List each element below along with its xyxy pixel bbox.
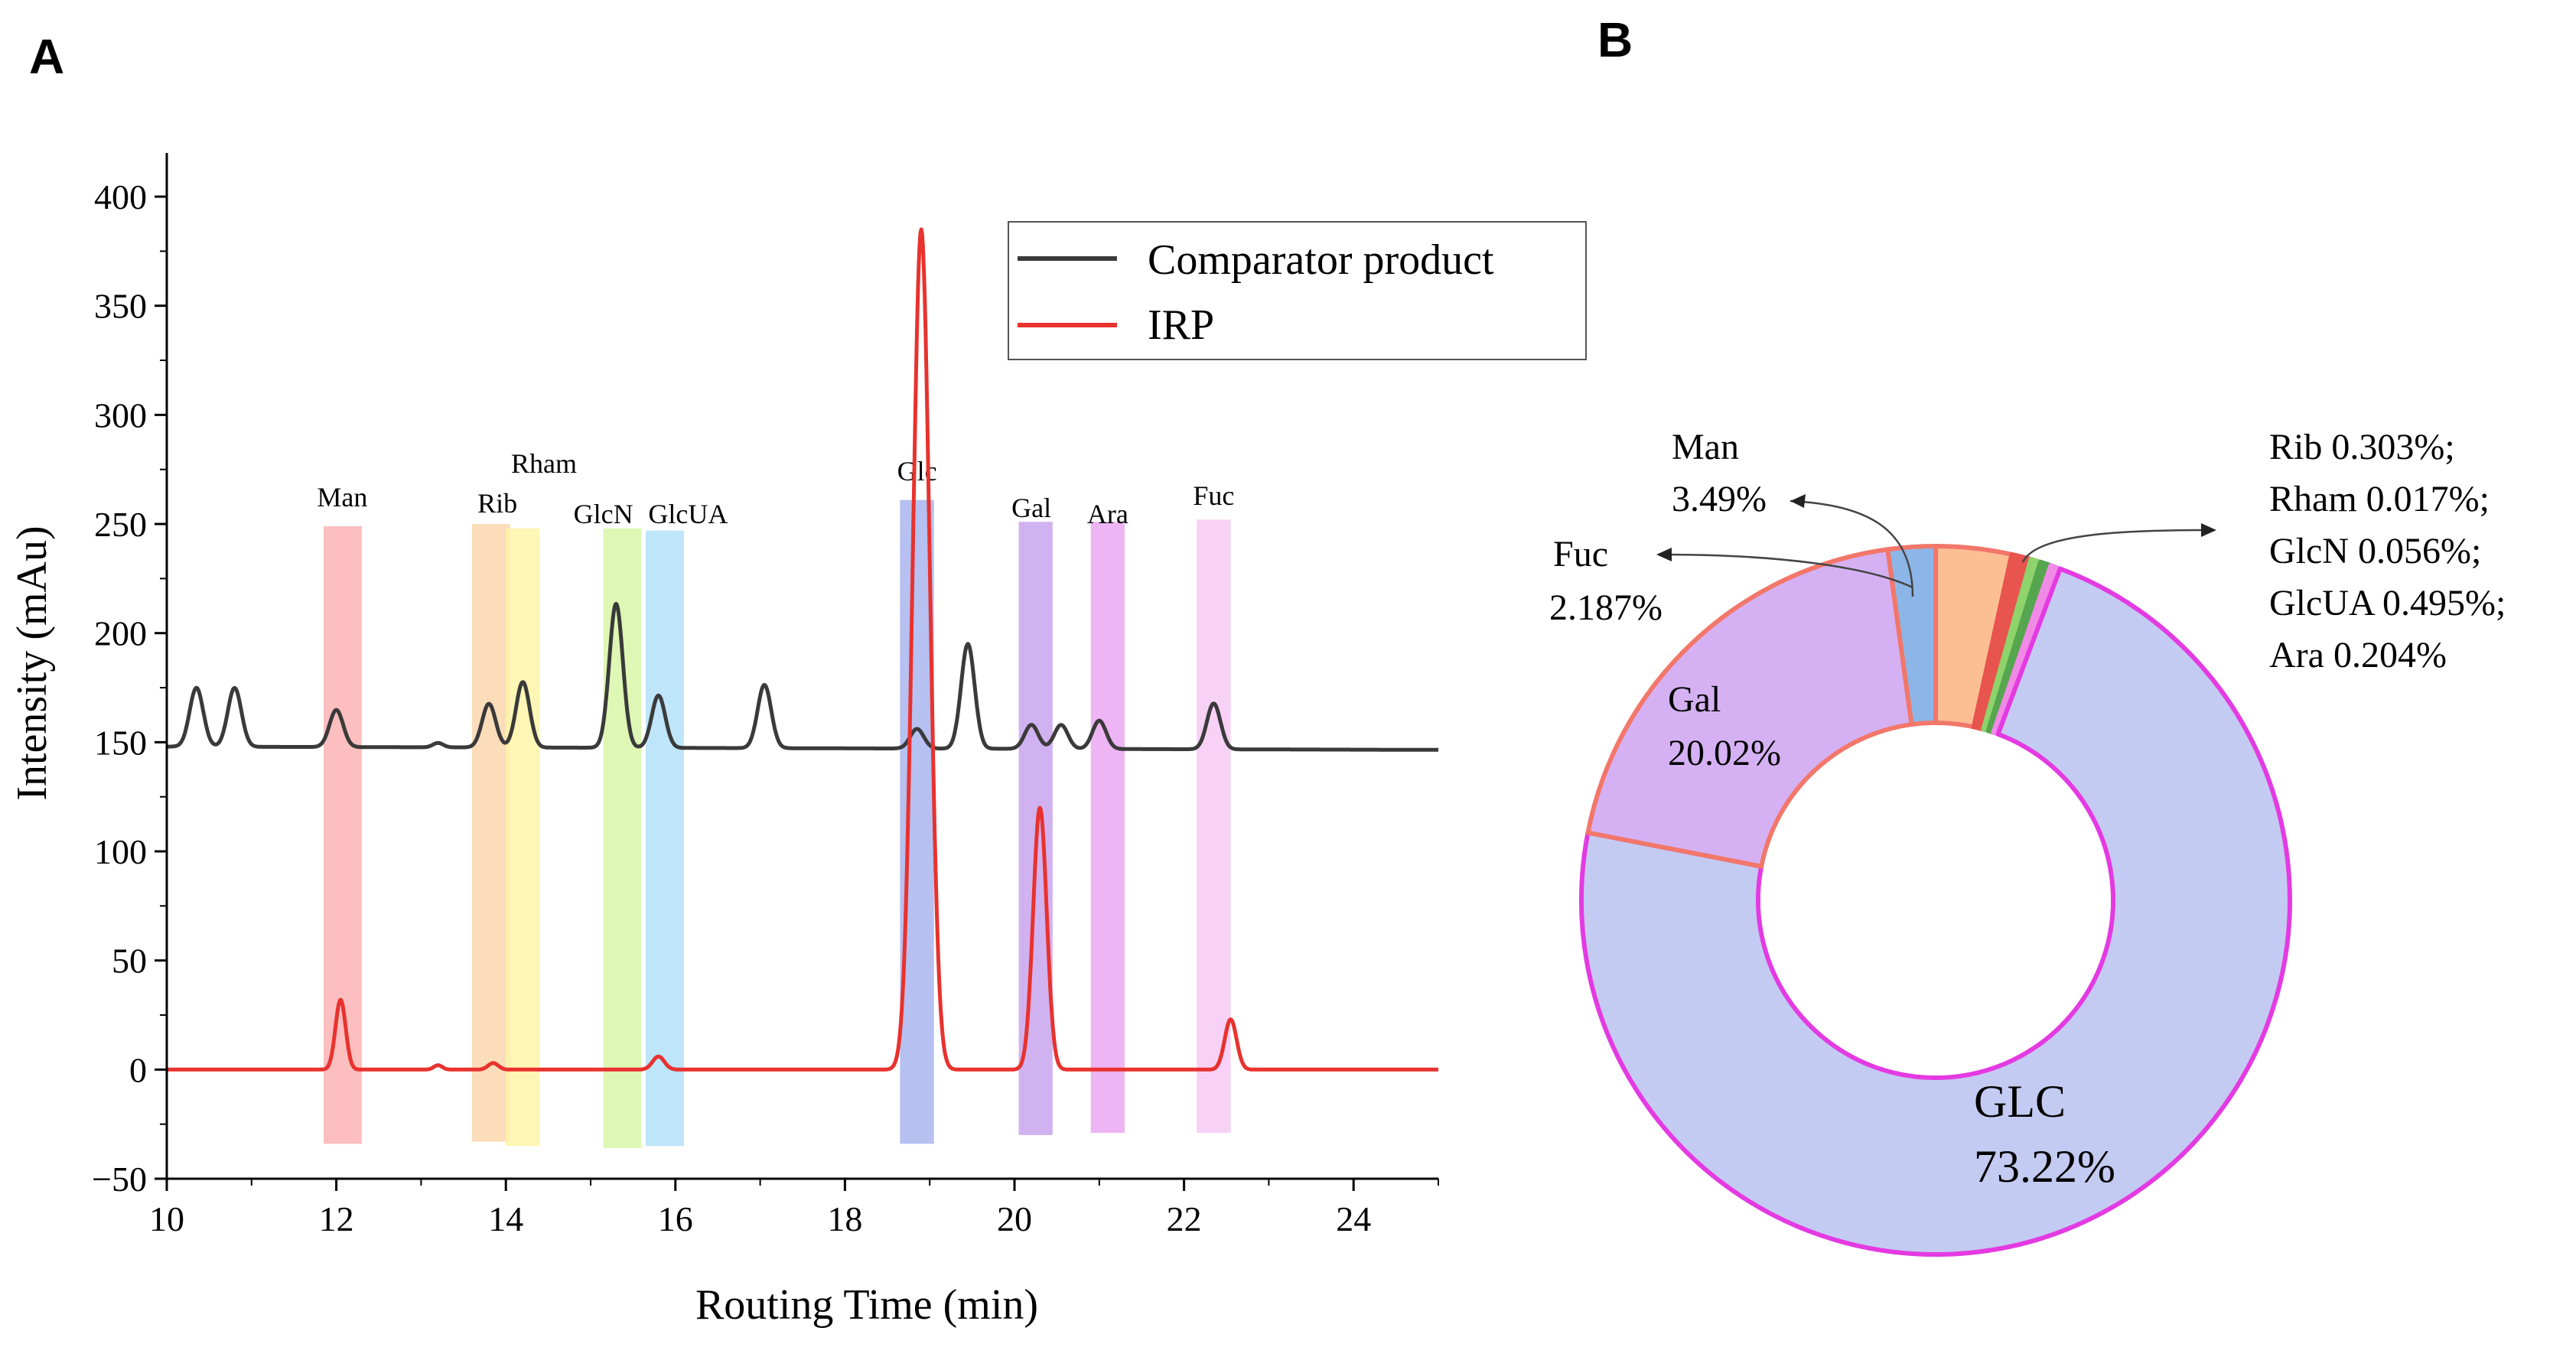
fuc-label: Fuc	[1553, 534, 1608, 574]
band-label-rib: Rib	[477, 488, 517, 519]
band-rham	[506, 528, 540, 1147]
x-axis-title: Routing Time (min)	[695, 1281, 1038, 1329]
band-label-rham: Rham	[511, 448, 577, 479]
y-tick-label: 0	[129, 1050, 147, 1089]
fuc-callout-line	[1663, 553, 1913, 589]
minor-arrowhead	[2201, 523, 2216, 537]
band-ara	[1090, 522, 1125, 1134]
legend-label-irp: IRP	[1148, 301, 1214, 349]
man-arrowhead	[1790, 494, 1806, 508]
fuc-arrowhead	[1656, 548, 1672, 561]
legend: Comparator product IRP	[1008, 221, 1587, 360]
minor-label-glcn: GlcN 0.056%;	[2269, 531, 2481, 571]
donut-chart	[1579, 544, 2292, 1257]
panel-a-label: A	[29, 29, 64, 84]
glc-label: GLC	[1974, 1076, 2066, 1127]
y-tick-label: 250	[94, 505, 147, 544]
gal-label: Gal	[1668, 679, 1721, 720]
band-label-glc: Glc	[897, 456, 937, 486]
y-axis-title: Intensity (mAu)	[8, 525, 56, 800]
composition-donut-panel: Man 3.49% Fuc 2.187% Gal 20.02% GLC 73.2…	[1549, 427, 2506, 1257]
x-tick-label: 12	[319, 1199, 354, 1238]
band-glcua	[646, 530, 684, 1147]
y-tick-label: 400	[94, 177, 147, 216]
chromatogram-panel: Man Rib Rham GlcN GlcUA Glc Gal Ara Fuc 10 12 14 16…	[8, 153, 1587, 1329]
band-label-ara: Ara	[1087, 499, 1128, 529]
y-tick-label: 50	[112, 942, 147, 981]
man-callout-line	[1790, 499, 1914, 597]
fuc-value: 2.187%	[1549, 587, 1663, 628]
y-tick-label: 300	[94, 395, 147, 434]
band-label-glcn: GlcN	[574, 499, 633, 529]
legend-box	[1008, 221, 1587, 360]
x-tick-label: 24	[1336, 1199, 1371, 1238]
gal-value: 20.02%	[1668, 733, 1781, 773]
x-tick-label: 14	[488, 1199, 523, 1238]
man-value: 3.49%	[1672, 479, 1767, 519]
minor-label-glcua: GlcUA 0.495%;	[2269, 583, 2506, 623]
peak-bands	[323, 499, 1231, 1149]
x-tick-label: 22	[1167, 1199, 1202, 1238]
x-tick-label: 10	[149, 1199, 184, 1238]
band-label-gal: Gal	[1011, 493, 1051, 523]
trace-irp	[165, 227, 1440, 1072]
trace-lines	[165, 227, 1440, 1072]
minor-label-rib: Rib 0.303%;	[2269, 427, 2455, 467]
minor-label-rham: Rham 0.017%;	[2269, 479, 2490, 519]
y-tick-label: 100	[94, 832, 147, 871]
band-man	[323, 525, 362, 1144]
y-tick-label: 150	[94, 723, 147, 762]
x-tick-label: 18	[827, 1199, 862, 1238]
band-label-man: Man	[317, 482, 367, 512]
minor-callout-line	[2021, 529, 2208, 563]
band-label-glcua: GlcUA	[648, 499, 728, 529]
x-tick-label: 16	[658, 1199, 693, 1238]
band-glc	[900, 499, 934, 1144]
slice-gal	[1585, 547, 1914, 869]
band-label-fuc: Fuc	[1193, 480, 1234, 511]
slice-glc	[1579, 566, 2292, 1257]
axes: 10 12 14 16 18 20 22 24 −50 0 50 100 150 200 250 300 350…	[92, 153, 1439, 1238]
y-tick-label: 200	[94, 614, 147, 653]
donut-hole	[1760, 725, 2111, 1075]
y-tick-label: 350	[94, 287, 147, 326]
band-labels: Man Rib Rham GlcN GlcUA Glc Gal Ara Fuc	[317, 448, 1234, 529]
glc-value: 73.22%	[1974, 1141, 2115, 1192]
minor-label-ara: Ara 0.204%	[2269, 635, 2447, 675]
band-glcn	[603, 528, 642, 1149]
man-label: Man	[1672, 427, 1739, 467]
y-tick-label: −50	[92, 1160, 147, 1199]
legend-label-comparator: Comparator product	[1148, 236, 1494, 284]
panel-b-label: B	[1597, 12, 1633, 67]
x-tick-label: 20	[997, 1199, 1032, 1238]
trace-comparator	[165, 601, 1440, 752]
band-rib	[471, 524, 510, 1142]
slice-fuc	[1885, 544, 1938, 727]
